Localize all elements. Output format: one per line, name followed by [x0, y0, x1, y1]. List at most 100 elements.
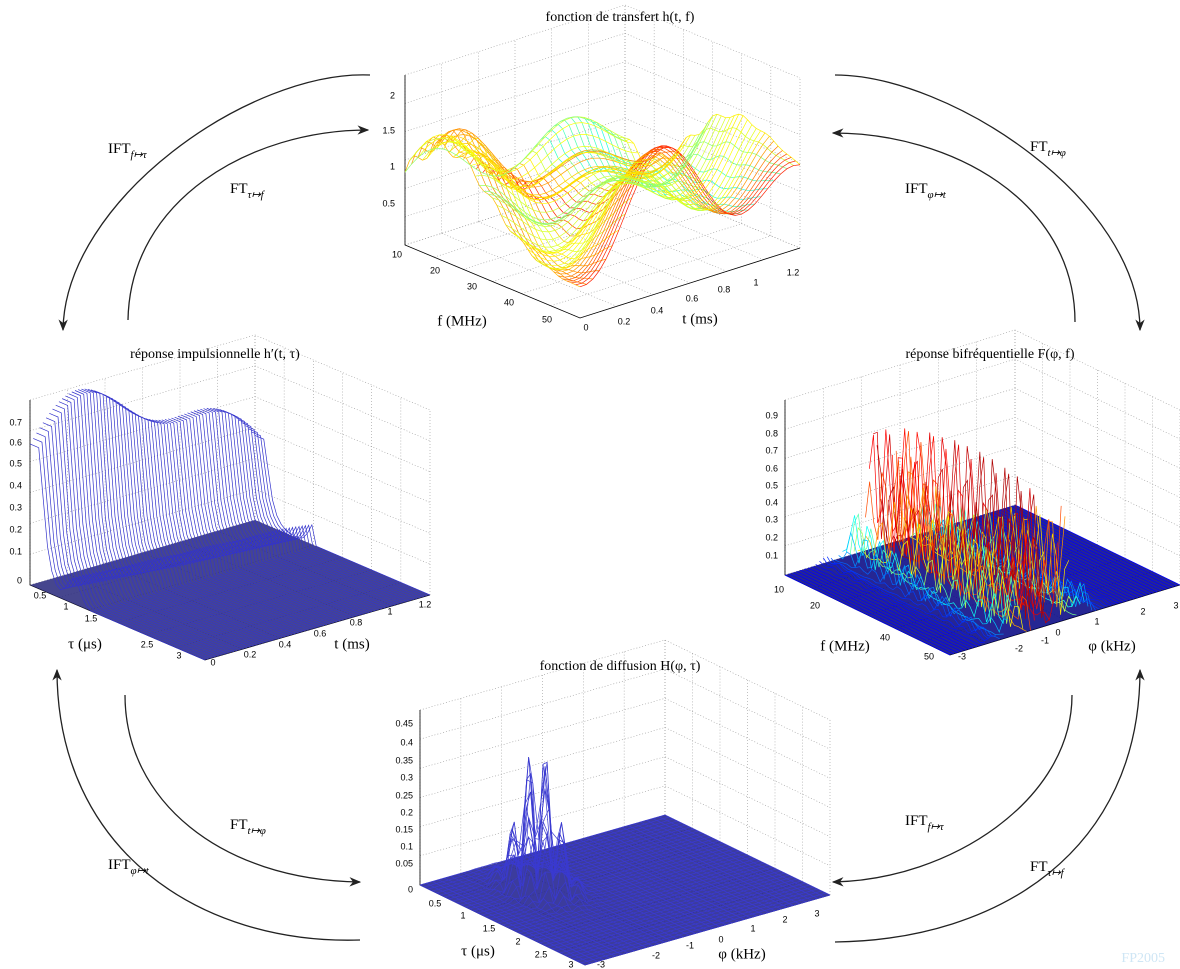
arrow — [834, 668, 1145, 943]
transform-label: FTτ↦f — [1030, 859, 1066, 878]
b-tick-label: 0 — [210, 657, 215, 667]
b-tick-label: 0.8 — [350, 617, 363, 627]
transform-name: FT — [1030, 139, 1048, 155]
surface-line — [571, 145, 792, 284]
surface-line — [148, 418, 325, 626]
z-tick-label: 0.3 — [9, 502, 22, 512]
surface-line — [155, 419, 331, 625]
z-tick-label: 0 — [17, 575, 22, 585]
surface-line — [206, 407, 382, 610]
surface-line — [235, 417, 411, 601]
b-tick-label: -2 — [1015, 643, 1023, 653]
surface-line — [33, 438, 209, 660]
surface-line — [465, 779, 711, 908]
surface-line — [238, 419, 415, 600]
a-tick-label: 20 — [810, 600, 820, 610]
surface-line — [436, 822, 682, 894]
z-tick-label: 0.1 — [765, 550, 778, 560]
grid-line — [784, 475, 1180, 557]
transform-subscript: t↦φ — [248, 825, 266, 837]
z-tick-label: 0.5 — [382, 198, 395, 208]
z-tick-label: 0.6 — [765, 463, 778, 473]
grid-line — [404, 61, 801, 135]
grid-line — [550, 235, 771, 307]
surface-line — [229, 413, 405, 603]
b-tick-label: 0.4 — [279, 639, 292, 649]
b-tick-label: 0 — [718, 934, 723, 944]
axis-label: φ (kHz) — [718, 946, 765, 962]
transform-subscript: φ↦t — [131, 865, 150, 877]
surface-line — [435, 129, 656, 183]
surface-line — [171, 417, 347, 620]
surface-line — [197, 409, 373, 613]
z-tick-label: 0.6 — [9, 437, 22, 447]
b-tick-label: 0 — [583, 322, 588, 332]
surface-line — [584, 894, 831, 966]
surface-line — [811, 566, 977, 648]
surface-line — [168, 418, 344, 621]
z-tick-label: 0.2 — [400, 807, 413, 817]
surface-line — [849, 513, 1016, 624]
surface-line — [479, 134, 700, 221]
surface-line — [474, 135, 696, 213]
transform-subscript: f↦τ — [131, 149, 148, 161]
surface-line — [792, 572, 958, 653]
surface-line — [558, 145, 779, 278]
surface-line — [547, 129, 723, 211]
transform-subscript: τ↦f — [1048, 867, 1066, 879]
transform-name: IFT — [108, 141, 131, 157]
transform-subscript: τ↦f — [248, 189, 266, 201]
surface-line — [213, 407, 389, 608]
grid-line — [419, 785, 831, 867]
surface-line — [576, 890, 822, 962]
plot-title: fonction de diffusion H(φ, τ) — [540, 659, 701, 674]
surface-line — [562, 148, 783, 280]
grid-line — [419, 698, 831, 779]
surface-line — [444, 826, 690, 898]
a-tick-label: 2.5 — [535, 949, 548, 959]
b-tick-label: 0.8 — [718, 284, 731, 294]
transform-label: IFTφ↦t — [108, 857, 150, 876]
transform-label: FTt↦φ — [230, 817, 266, 836]
surface-plot: fonction de diffusion H(φ, τ) 0 0.05 0.1 0.1… — [395, 639, 831, 969]
surface-line — [193, 410, 370, 613]
transform-label: IFTf↦τ — [905, 813, 945, 832]
axis-label: t (ms) — [682, 311, 717, 327]
b-tick-label: 0.6 — [686, 293, 699, 303]
surface-line — [126, 409, 302, 633]
surface-line — [498, 852, 744, 924]
surface-line — [52, 408, 228, 654]
transform-subscript: t↦φ — [1048, 147, 1066, 159]
surface-line — [440, 824, 686, 896]
surface-line — [452, 807, 699, 902]
surface-line — [823, 557, 989, 642]
surface-line — [110, 398, 286, 638]
plot-title: fonction de transfert h(t, f) — [546, 10, 695, 25]
z-tick-label: 0.3 — [400, 772, 413, 782]
b-tick-label: 2 — [1140, 606, 1145, 616]
surface-line — [957, 522, 1123, 603]
surface-line — [527, 119, 748, 262]
z-tick-label: 0.45 — [395, 718, 413, 728]
surface-line — [518, 862, 765, 934]
z-tick-label: 0.1 — [9, 546, 22, 556]
surface-line — [216, 408, 392, 607]
b-tick-label: 0 — [1055, 627, 1060, 637]
grid-line — [784, 388, 1180, 469]
surface-line — [976, 516, 1142, 597]
surface-line — [826, 556, 993, 639]
transform-name: FT — [230, 181, 248, 197]
plot-title: réponse bifréquentielle F(φ, f) — [905, 347, 1074, 362]
transform-subscript: f↦τ — [928, 821, 945, 833]
a-tick-label: 3 — [568, 959, 573, 969]
grid-line — [29, 334, 431, 411]
grid-line — [419, 727, 831, 808]
transform-label: FTτ↦f — [230, 181, 266, 200]
surface-line — [481, 806, 727, 916]
surface-line — [419, 814, 666, 886]
arrow — [52, 668, 361, 941]
surface-line — [853, 527, 1020, 624]
surface-line — [452, 149, 674, 201]
surface-line — [807, 567, 974, 649]
